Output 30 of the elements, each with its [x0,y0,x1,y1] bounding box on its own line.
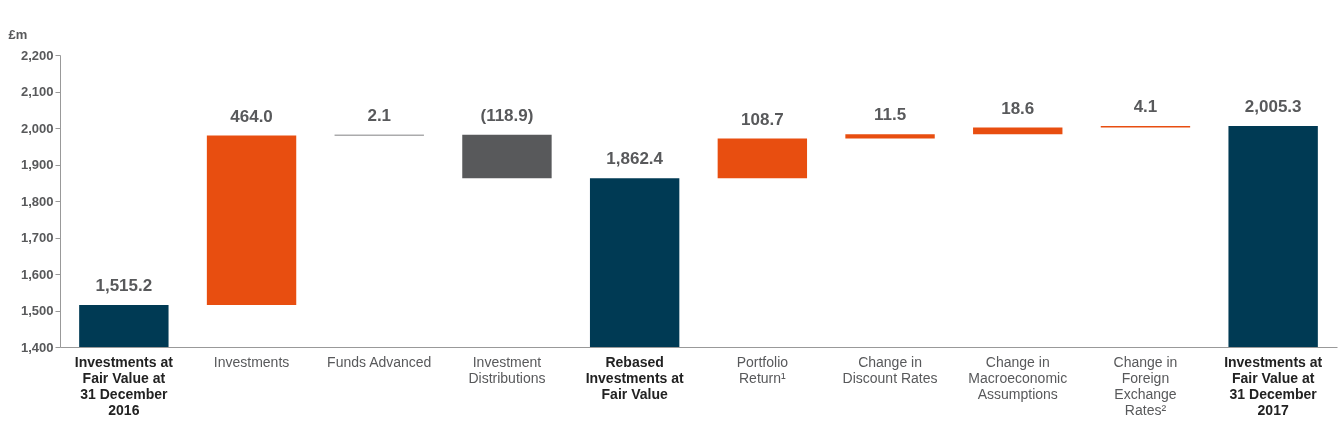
x-tick-label: Funds Advanced [327,353,432,370]
y-tick-label: 1,900 [20,157,54,172]
data-label: 464.0 [230,106,273,126]
data-label: 2.1 [367,105,392,125]
data-label: 2,005.3 [1244,97,1302,117]
y-tick-label: 1,400 [20,339,54,355]
y-tick-label: 1,800 [20,193,54,209]
y-axis-title: £m [8,26,28,42]
x-tick-label: Change in Macroeconomic Assumptions [968,353,1068,402]
x-tick-label: Change in Discount Rates [842,353,938,386]
data-label: 4.1 [1133,97,1158,117]
y-tick-label: 2,000 [20,120,54,136]
data-label: 1,515.2 [95,275,153,295]
x-tick-label: Investments at Fair Value at 31 December 2017 [1224,353,1323,418]
y-tick-label: 1,600 [20,266,54,282]
data-label: 11.5 [873,105,907,125]
y-tick-label: 2,200 [20,47,54,63]
x-tick-label: Portfolio Return¹ [736,353,789,386]
data-label: 108.7 [741,109,784,129]
data-label: 18.6 [1001,98,1035,118]
x-tick-label: Change in Foreign Exchange Rates² [1113,353,1178,418]
x-tick-label: Investments at Fair Value at 31 December 2016 [74,353,174,418]
x-tick-label: Investment Distributions [468,353,546,386]
x-tick-label: Rebased Investments at Fair Value [585,353,684,402]
y-tick-label: 1,500 [20,303,54,318]
x-tick-label: Investments [213,353,290,370]
data-label: 1,862.4 [606,149,664,169]
data-label: (118.9) [480,105,534,125]
y-tick-label: 1,700 [20,230,54,245]
y-tick-label: 2,100 [20,84,54,99]
